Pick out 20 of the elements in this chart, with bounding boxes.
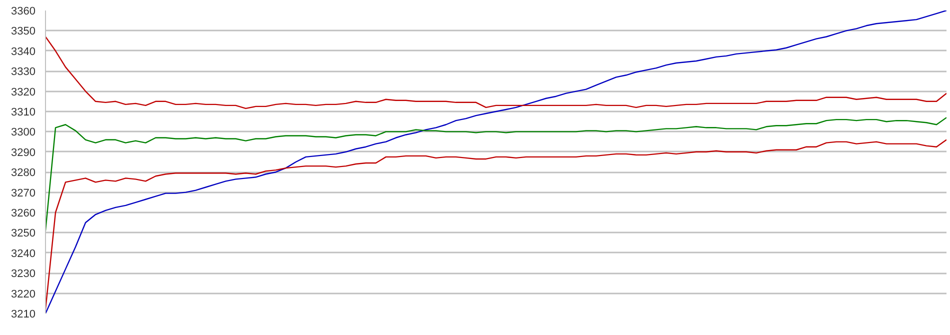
line-series [46, 116, 946, 232]
y-tick-label: 3220 [11, 288, 36, 300]
y-tick-label: 3280 [11, 167, 36, 180]
y-tick-label: 3230 [11, 268, 36, 280]
y-tick-label: 3340 [11, 46, 36, 58]
y-tick-label: 3210 [11, 308, 36, 320]
line-series [46, 10, 946, 314]
y-tick-label: 3360 [11, 6, 36, 18]
y-tick-label: 3330 [11, 66, 36, 78]
y-tick-label: 3240 [11, 248, 36, 260]
y-tick-label: 3300 [11, 126, 36, 139]
y-tick-label: 3310 [11, 106, 36, 118]
y-tick-label: 3350 [11, 26, 36, 38]
line-series [46, 139, 946, 310]
y-tick-label: 3260 [11, 208, 36, 220]
y-tick-label: 3250 [11, 228, 36, 240]
y-tick-label: 3320 [11, 86, 36, 98]
y-tick-label: 3290 [11, 146, 36, 159]
y-tick-label: 3270 [11, 187, 36, 200]
line-series [46, 36, 946, 110]
